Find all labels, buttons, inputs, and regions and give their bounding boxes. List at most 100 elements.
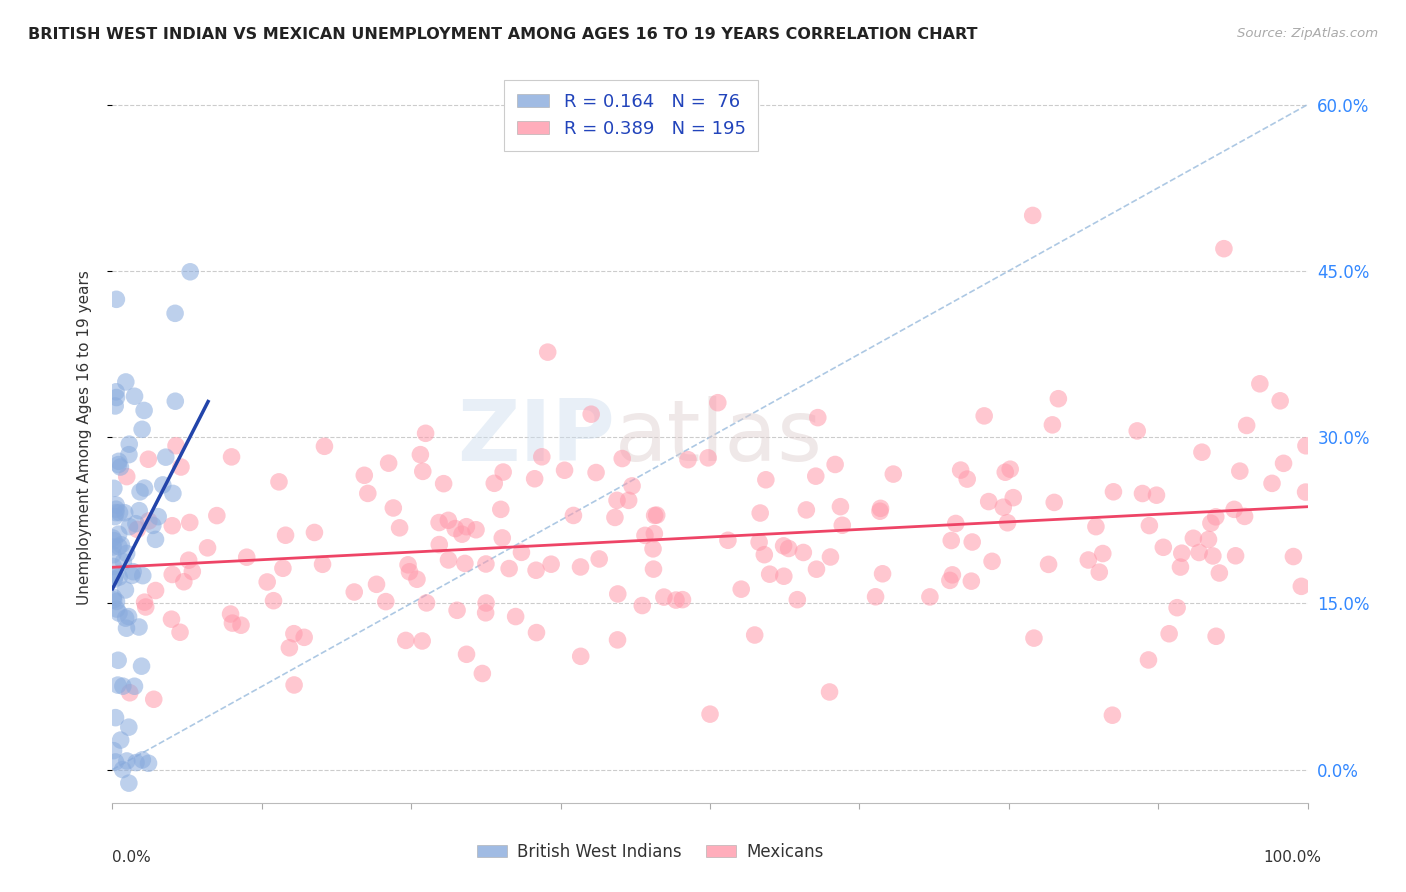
Point <box>755 473 778 487</box>
Point <box>132 568 155 582</box>
Point <box>749 506 772 520</box>
Point <box>641 541 664 556</box>
Point <box>569 560 592 574</box>
Point <box>118 437 141 451</box>
Point <box>569 649 592 664</box>
Point <box>830 500 852 514</box>
Point <box>107 454 129 468</box>
Point <box>471 666 494 681</box>
Point <box>103 591 125 605</box>
Point <box>103 533 125 548</box>
Point <box>824 458 846 472</box>
Point <box>382 500 405 515</box>
Point <box>1159 626 1181 640</box>
Point <box>112 555 135 569</box>
Point <box>105 384 128 399</box>
Point <box>606 493 628 508</box>
Point <box>353 468 375 483</box>
Point <box>108 540 131 554</box>
Point <box>1191 445 1213 459</box>
Point <box>796 503 818 517</box>
Point <box>510 545 533 559</box>
Point <box>820 549 842 564</box>
Point <box>717 533 740 548</box>
Point <box>374 594 396 608</box>
Point <box>105 293 128 307</box>
Point <box>160 567 183 582</box>
Point <box>918 590 941 604</box>
Point <box>128 503 150 517</box>
Point <box>134 595 156 609</box>
Point <box>165 306 187 320</box>
Point <box>118 686 141 700</box>
Point <box>278 640 301 655</box>
Point <box>831 518 853 533</box>
Point <box>949 463 972 477</box>
Point <box>138 756 160 771</box>
Point <box>409 448 432 462</box>
Point <box>388 521 411 535</box>
Point <box>792 545 814 559</box>
Point <box>997 516 1019 530</box>
Point <box>994 465 1017 479</box>
Point <box>256 574 278 589</box>
Point <box>160 612 183 626</box>
Point <box>108 570 131 584</box>
Point <box>1170 560 1192 574</box>
Text: BRITISH WEST INDIAN VS MEXICAN UNEMPLOYMENT AMONG AGES 16 TO 19 YEARS CORRELATIO: BRITISH WEST INDIAN VS MEXICAN UNEMPLOYM… <box>28 27 977 42</box>
Point <box>1223 502 1246 516</box>
Point <box>103 572 125 586</box>
Point <box>437 513 460 527</box>
Y-axis label: Unemployment Among Ages 16 to 19 years: Unemployment Among Ages 16 to 19 years <box>77 269 91 605</box>
Point <box>1205 629 1227 643</box>
Point <box>1101 708 1123 723</box>
Point <box>699 707 721 722</box>
Point <box>263 593 285 607</box>
Point <box>882 467 904 481</box>
Text: 100.0%: 100.0% <box>1264 850 1322 865</box>
Point <box>235 550 257 565</box>
Point <box>865 590 887 604</box>
Point <box>939 574 962 588</box>
Point <box>585 466 607 480</box>
Point <box>1077 553 1099 567</box>
Point <box>748 535 770 549</box>
Point <box>588 552 610 566</box>
Point <box>162 486 184 500</box>
Point <box>1038 558 1060 572</box>
Point <box>111 679 134 693</box>
Point <box>446 603 468 617</box>
Point <box>1137 653 1160 667</box>
Point <box>644 508 666 523</box>
Point <box>491 531 513 545</box>
Point <box>110 460 132 475</box>
Point <box>115 469 138 483</box>
Text: ZIP: ZIP <box>457 395 614 479</box>
Point <box>1126 424 1149 438</box>
Point <box>977 494 1000 508</box>
Point <box>778 541 800 556</box>
Point <box>107 527 129 541</box>
Point <box>1249 376 1271 391</box>
Point <box>671 592 693 607</box>
Point <box>221 616 243 631</box>
Point <box>498 561 520 575</box>
Point <box>177 553 200 567</box>
Point <box>118 519 141 533</box>
Point <box>444 522 467 536</box>
Point <box>505 609 527 624</box>
Point <box>998 462 1021 476</box>
Point <box>451 527 474 541</box>
Point <box>304 525 326 540</box>
Point <box>1132 486 1154 500</box>
Point <box>993 500 1015 515</box>
Point <box>152 478 174 492</box>
Point <box>138 514 160 528</box>
Point <box>311 558 333 572</box>
Point <box>170 460 193 475</box>
Point <box>314 439 336 453</box>
Text: 0.0%: 0.0% <box>112 850 152 865</box>
Point <box>179 265 201 279</box>
Point <box>105 498 128 512</box>
Point <box>526 625 548 640</box>
